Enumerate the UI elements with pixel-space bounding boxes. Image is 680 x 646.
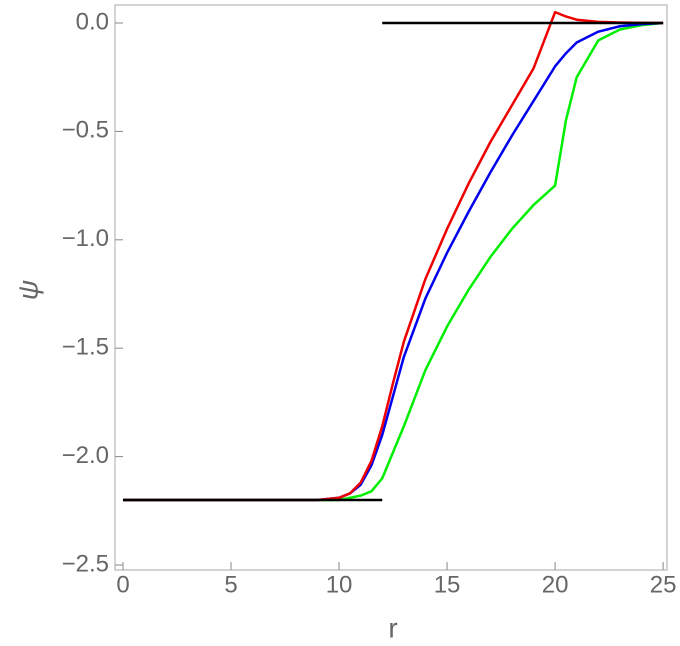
x-tick-label: 10 <box>326 571 353 598</box>
y-axis-label: ψ <box>12 280 43 300</box>
plot-frame <box>114 4 668 571</box>
x-tick-label: 15 <box>434 571 461 598</box>
y-tick-label: −1.5 <box>62 334 109 361</box>
series-line <box>122 21 664 502</box>
series-line <box>122 10 664 502</box>
x-tick-label: 25 <box>650 571 677 598</box>
series-line <box>122 21 664 502</box>
y-tick-label: −2.0 <box>62 442 109 469</box>
x-axis-label: r <box>388 612 397 643</box>
y-tick-label: −1.0 <box>62 225 109 252</box>
y-tick-label: −0.5 <box>62 117 109 144</box>
x-tick-label: 0 <box>116 571 129 598</box>
y-tick-label: −2.5 <box>62 550 109 577</box>
y-tick-label: 0.0 <box>76 8 109 35</box>
x-tick-label: 5 <box>224 571 237 598</box>
x-tick-label: 20 <box>542 571 569 598</box>
